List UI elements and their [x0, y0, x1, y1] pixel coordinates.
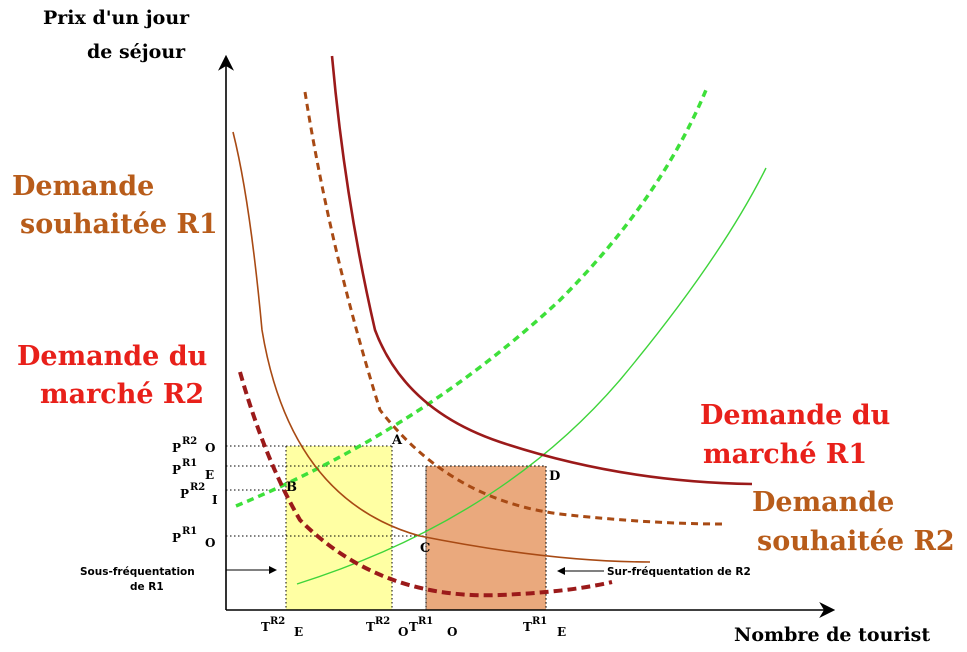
svg-text:R1: R1: [182, 526, 197, 537]
svg-text:R1: R1: [532, 616, 547, 627]
y-tick-p-r1-o: P R1 O: [172, 526, 215, 550]
svg-text:O: O: [205, 441, 215, 455]
sur-frequentation-zone: [425, 465, 547, 611]
supply-solid-curve: [296, 167, 767, 585]
svg-text:P: P: [172, 531, 181, 545]
supply-dashed-curve: [235, 89, 708, 508]
point-b-label: B: [286, 480, 297, 495]
label-souhaitee-r2-line2: souhaitée R2: [757, 526, 955, 557]
x-tick-t-r1-o: T R1 O: [409, 616, 457, 639]
svg-text:T: T: [523, 620, 532, 634]
svg-text:O: O: [205, 536, 215, 550]
label-souhaitee-r2-line1: Demande: [752, 487, 894, 518]
label-souhaitee-r1-line1: Demande: [12, 171, 154, 202]
svg-text:T: T: [366, 620, 375, 634]
y-tick-p-r1-e: P R1 E: [172, 458, 214, 482]
svg-text:R1: R1: [182, 458, 197, 469]
svg-text:E: E: [205, 468, 214, 482]
point-c-label: C: [420, 541, 430, 556]
svg-text:T: T: [261, 620, 270, 634]
svg-text:E: E: [557, 625, 566, 639]
label-marche-r2-line2: marché R2: [40, 379, 204, 410]
svg-text:P: P: [172, 463, 181, 477]
sous-frequentation-zone: [286, 446, 392, 610]
demande-marche-r1-curve: [330, 55, 753, 486]
label-marche-r2-line1: Demande du: [17, 341, 207, 372]
sur-frequentation-label: Sur-fréquentation de R2: [607, 566, 751, 578]
x-tick-t-r2-e: T R2 E: [261, 616, 303, 639]
svg-text:E: E: [294, 625, 303, 639]
x-tick-t-r2-o: T R2 O: [366, 616, 408, 639]
svg-text:R2: R2: [375, 616, 390, 627]
y-tick-p-r2-i: P R2 I: [180, 482, 218, 507]
x-tick-t-r1-e: T R1 E: [523, 616, 566, 639]
sous-frequentation-line2: de R1: [130, 581, 164, 593]
svg-text:O: O: [447, 625, 457, 639]
svg-text:R1: R1: [418, 616, 433, 627]
demande-souhaitee-r1-curve: [232, 131, 651, 563]
svg-text:R2: R2: [270, 616, 285, 627]
svg-text:T: T: [409, 620, 418, 634]
svg-text:I: I: [212, 493, 218, 507]
demande-souhaitee-r2-curve: [303, 91, 723, 526]
label-marche-r1-line2: marché R1: [703, 439, 867, 470]
sous-frequentation-line1: Sous-fréquentation: [80, 566, 195, 578]
point-a-label: A: [391, 433, 403, 448]
label-marche-r1-line1: Demande du: [700, 400, 890, 431]
svg-text:R2: R2: [190, 482, 205, 493]
svg-text:P: P: [172, 441, 181, 455]
svg-text:O: O: [398, 625, 408, 639]
y-tick-p-r2-o: P R2 O: [172, 436, 215, 455]
demande-marche-r2-curve: [238, 371, 613, 598]
label-souhaitee-r1-line2: souhaitée R1: [20, 209, 218, 240]
svg-text:P: P: [180, 487, 189, 501]
y-axis-title-line1: Prix d'un jour: [43, 7, 190, 29]
svg-text:R2: R2: [182, 436, 197, 447]
y-axis-title-line2: de séjour: [87, 41, 186, 63]
point-d-label: D: [549, 469, 560, 484]
x-axis-title: Nombre de tourist: [734, 624, 930, 646]
